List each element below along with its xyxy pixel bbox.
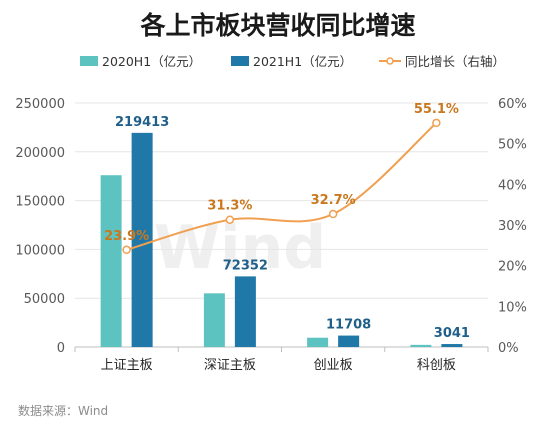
legend-swatch bbox=[80, 56, 98, 66]
growth-value-label: 31.3% bbox=[207, 199, 252, 214]
category-label: 上证主板 bbox=[101, 358, 153, 373]
right-tick-label: 0% bbox=[498, 341, 519, 356]
growth-line-path bbox=[126, 122, 438, 251]
bar-2021h1 bbox=[131, 132, 153, 347]
bar-value-label: 11708 bbox=[326, 318, 371, 333]
bar-2020h1 bbox=[203, 293, 225, 347]
legend: 2020H1（亿元） 2021H1（亿元） 同比增长（右轴） bbox=[80, 54, 505, 69]
growth-line-point bbox=[225, 215, 235, 224]
bar-2020h1 bbox=[410, 344, 432, 347]
watermark: Wind bbox=[154, 213, 326, 283]
category-axis: 上证主板 深证主板 创业板 科创板 bbox=[101, 358, 456, 373]
right-tick-label: 60% bbox=[498, 97, 527, 112]
bar-value-label: 3041 bbox=[434, 326, 470, 341]
growth-value-label: 55.1% bbox=[414, 102, 459, 117]
bar-2020h1 bbox=[100, 175, 122, 347]
category-label: 科创板 bbox=[417, 358, 456, 373]
legend-label: 同比增长（右轴） bbox=[405, 54, 505, 69]
left-tick-label: 50000 bbox=[24, 292, 65, 307]
growth-line-point bbox=[328, 209, 338, 219]
growth-line: 23.9% 31.3% 32.7% 55.1% bbox=[104, 102, 459, 255]
bar-2020h1 bbox=[307, 337, 329, 347]
left-tick-label: 100000 bbox=[15, 243, 65, 258]
left-axis: 0 50000 100000 150000 200000 250000 bbox=[15, 97, 65, 356]
growth-line-point bbox=[122, 245, 131, 255]
right-tick-label: 30% bbox=[498, 219, 527, 234]
right-tick-label: 20% bbox=[498, 260, 527, 275]
bars: 219413 72352 11708 3041 bbox=[100, 115, 470, 347]
growth-line-point bbox=[432, 118, 441, 128]
category-label: 创业板 bbox=[314, 358, 353, 373]
left-tick-label: 150000 bbox=[15, 195, 65, 210]
right-tick-label: 40% bbox=[498, 178, 527, 193]
legend-label: 2021H1（亿元） bbox=[253, 54, 352, 69]
right-tick-label: 50% bbox=[498, 138, 527, 153]
left-tick-label: 200000 bbox=[15, 146, 65, 161]
bar-2021h1 bbox=[234, 276, 256, 347]
bar-value-label: 72352 bbox=[223, 258, 268, 273]
left-tick-label: 0 bbox=[57, 341, 65, 356]
growth-value-label: 32.7% bbox=[311, 193, 356, 208]
legend-swatch bbox=[231, 56, 249, 66]
right-axis: 0% 10% 20% 30% 40% 50% 60% bbox=[498, 97, 527, 356]
growth-value-label: 23.9% bbox=[104, 229, 149, 244]
legend-swatch-marker bbox=[386, 57, 394, 65]
legend-label: 2020H1（亿元） bbox=[102, 54, 201, 69]
bar-value-label: 219413 bbox=[115, 115, 169, 130]
bar-2021h1 bbox=[338, 335, 360, 347]
bar-2021h1 bbox=[441, 344, 463, 347]
right-tick-label: 10% bbox=[498, 300, 527, 315]
chart-title: 各上市板块营收同比增速 bbox=[139, 11, 415, 40]
left-tick-label: 250000 bbox=[15, 97, 65, 112]
category-label: 深证主板 bbox=[204, 358, 256, 373]
source-note: 数据来源：Wind bbox=[18, 403, 108, 418]
